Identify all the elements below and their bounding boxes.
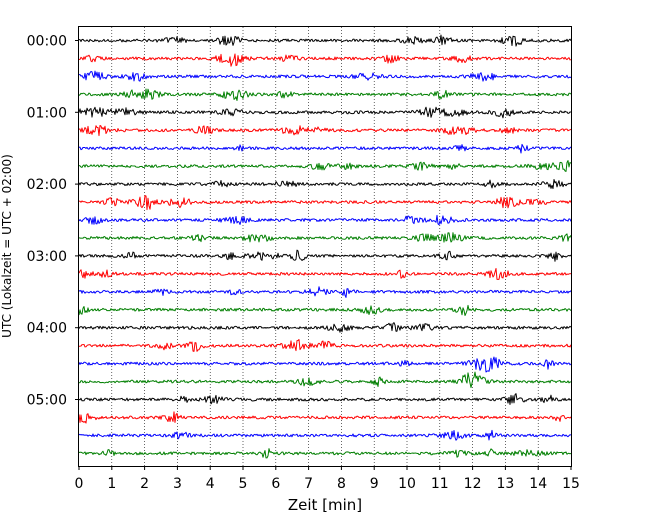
x-tick-label: 13: [496, 476, 514, 492]
x-tick-label: 7: [304, 476, 313, 492]
seismogram-trace: [78, 356, 572, 373]
y-tick-label: 05:00: [27, 393, 67, 409]
trace-group: [78, 34, 572, 459]
x-tick-label: 10: [398, 476, 416, 492]
x-tick-label: 3: [173, 476, 182, 492]
seismogram-trace: [78, 88, 572, 101]
x-tick-label: 0: [75, 476, 84, 492]
x-tick-label: 5: [239, 476, 248, 492]
x-tick-label: 6: [271, 476, 280, 492]
seismogram-trace: [78, 214, 572, 226]
seismogram-trace: [78, 160, 572, 172]
seismogram-trace: [78, 286, 572, 298]
x-tick-label: 8: [337, 476, 346, 492]
y-tick-label: 03:00: [27, 249, 67, 265]
x-tick-label: 12: [464, 476, 482, 492]
x-tick-label: 4: [206, 476, 215, 492]
seismogram-trace: [78, 322, 572, 333]
seismogram-trace: [78, 411, 572, 424]
y-tick-label: 04:00: [27, 321, 67, 337]
seismogram-trace: [78, 124, 572, 137]
seismogram-trace: [78, 53, 572, 67]
y-tick-label: 02:00: [27, 177, 67, 193]
x-axis-label: Zeit [min]: [288, 496, 362, 514]
x-axis-ticks: 0 1 2 3 4 5 6 7 8 9 10 11 12 13 14 15: [75, 466, 580, 492]
grid-lines: [111, 27, 539, 466]
seismogram-trace: [78, 70, 572, 82]
seismogram-trace: [78, 371, 572, 388]
y-axis-label: UTC (Lokalzeit = UTC + 02:00): [0, 154, 14, 338]
y-tick-label: 00:00: [27, 34, 67, 50]
seismogram-trace: [78, 195, 572, 211]
seismogram-trace: [78, 393, 572, 405]
seismogram-trace: [78, 339, 572, 352]
seismogram-trace: [78, 429, 572, 441]
seismogram-trace: [78, 232, 572, 243]
x-tick-label: 14: [529, 476, 547, 492]
seismogram-trace: [78, 179, 572, 190]
seismogram-trace: [78, 34, 572, 47]
x-tick-label: 11: [431, 476, 449, 492]
seismogram-trace: [78, 106, 572, 119]
seismogram-trace: [78, 448, 572, 459]
y-axis-ticks: 00:00 01:00 02:00 03:00 04:00 05:00: [27, 34, 79, 409]
x-tick-label: 2: [140, 476, 149, 492]
x-tick-label: 15: [562, 476, 580, 492]
seismogram-trace: [78, 267, 572, 280]
x-tick-label: 9: [370, 476, 379, 492]
x-tick-label: 1: [107, 476, 116, 492]
seismogram-trace: [78, 304, 572, 317]
seismogram-trace: [78, 143, 572, 154]
seismogram-trace: [78, 249, 572, 262]
y-tick-label: 01:00: [27, 105, 67, 121]
plot-frame: [78, 26, 572, 467]
